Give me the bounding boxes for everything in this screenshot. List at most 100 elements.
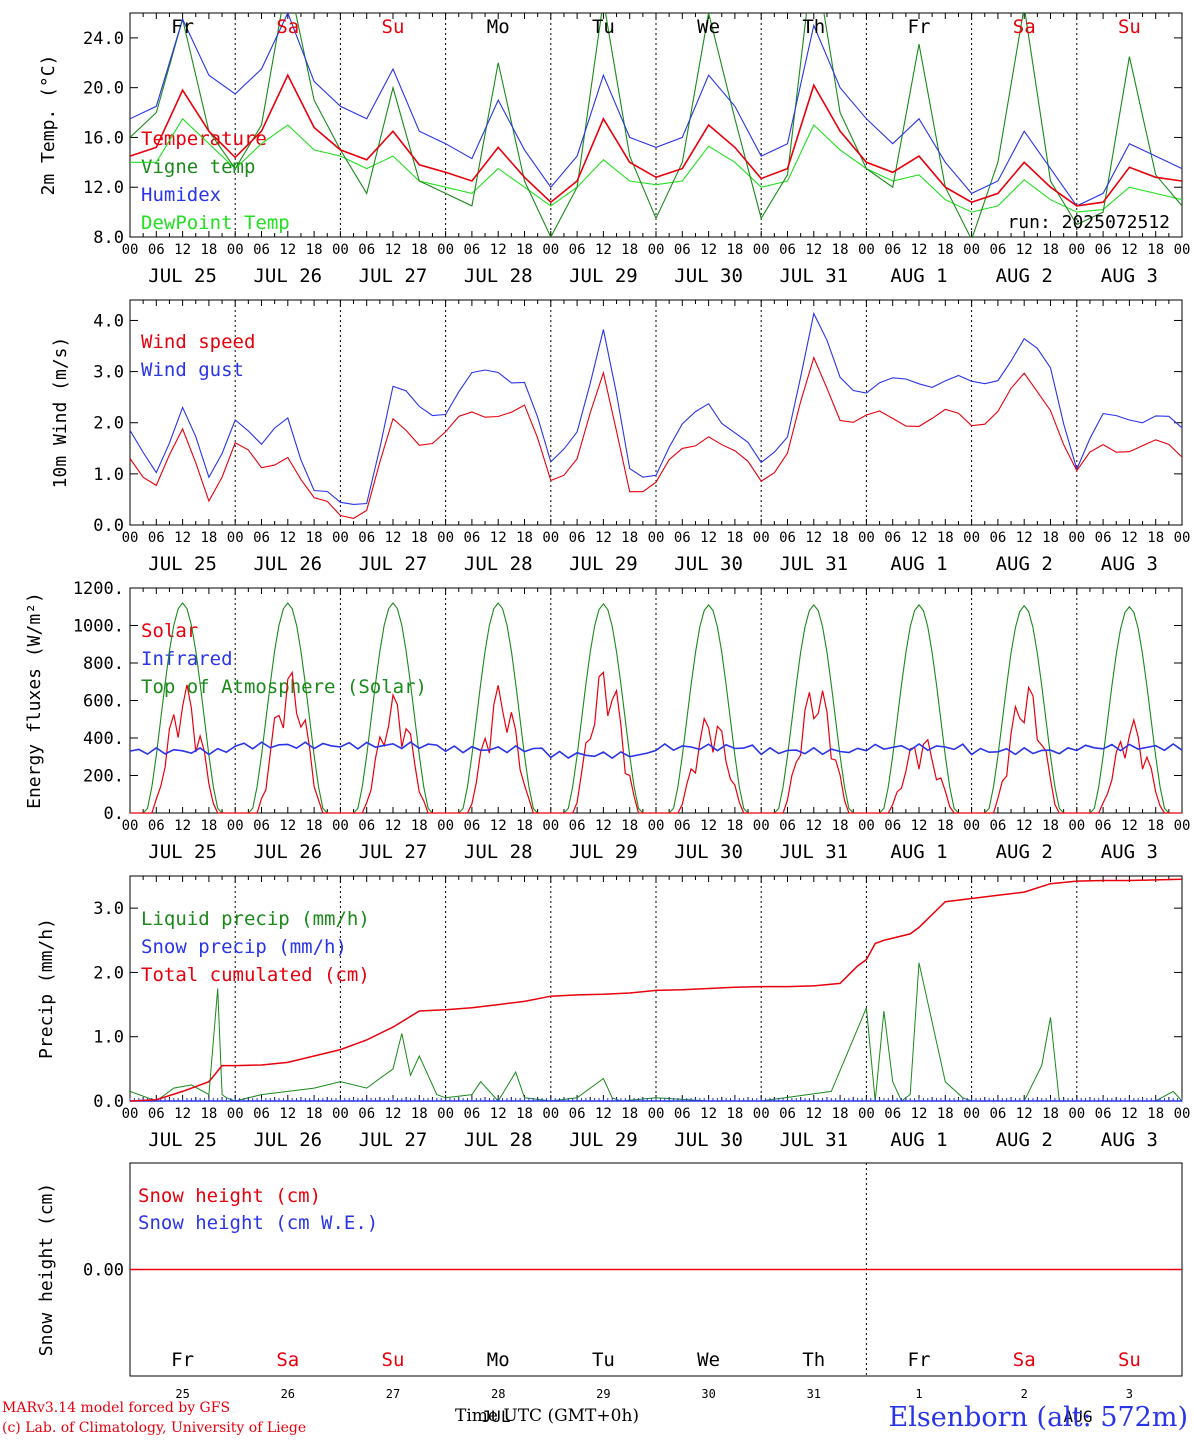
y-tick-label: 1.0	[93, 465, 124, 485]
x-hour-label: 12	[911, 1106, 928, 1122]
x-hour-label: 18	[306, 530, 323, 546]
legend-blue: Wind gust	[141, 359, 244, 381]
x-hour-label: 12	[174, 818, 191, 834]
panel-4: 0.0 1.0 2.0 3.0 Precip (mm/h) Liquid precip (…	[36, 875, 1191, 1151]
y-tick-label: 2.0	[93, 414, 124, 434]
x-hour-label: 18	[516, 242, 533, 258]
x-hour-label: 06	[358, 530, 375, 546]
legend-red: Snow height (cm)	[138, 1185, 321, 1207]
x-hour-label: 12	[700, 1106, 717, 1122]
x-date-label: AUG 2	[996, 553, 1053, 575]
x-hour-label: 18	[832, 818, 849, 834]
y-axis-label: 2m Temp. (°C)	[38, 55, 59, 196]
series-solar	[130, 670, 1182, 814]
y-tick-label: 4.0	[93, 311, 124, 331]
x-hour-label: 06	[1095, 530, 1112, 546]
x-date-label: AUG 2	[996, 265, 1053, 287]
x-date-label: JUL 26	[253, 841, 322, 863]
x-date-label: JUL 28	[464, 1129, 533, 1151]
x-hour-label: 12	[1016, 818, 1033, 834]
x-date-label: AUG 1	[890, 841, 947, 863]
x-hour-label: 18	[621, 818, 638, 834]
x-hour-label: 00	[542, 1106, 559, 1122]
x-date-label: JUL 26	[253, 265, 322, 287]
x-hour-label: 18	[516, 530, 533, 546]
x-hour-label: 12	[700, 818, 717, 834]
x-hour-label: 06	[148, 818, 165, 834]
x-hour-label: 12	[805, 530, 822, 546]
station-label: Elsenborn (alt: 572m)	[888, 1402, 1188, 1433]
x-hour-label: 18	[1042, 530, 1059, 546]
x-hour-label: 18	[411, 242, 428, 258]
y-tick-label: 1200.	[73, 579, 124, 599]
x-date-label: AUG 2	[996, 841, 1053, 863]
y-tick-label: 8.0	[93, 228, 124, 248]
x-hour-label: 00	[1174, 1106, 1191, 1122]
y-tick-label: 400.	[83, 729, 124, 749]
x-hour-label: 18	[726, 530, 743, 546]
x-hour-label: 00	[753, 818, 770, 834]
y-tick-label: 3.0	[93, 363, 124, 383]
x-hour-label: 18	[200, 818, 217, 834]
x-hour-label: 12	[805, 818, 822, 834]
day-number-label: 25	[175, 1387, 189, 1401]
series-wind-speed	[129, 355, 1183, 519]
day-number-label: 1	[915, 1387, 922, 1401]
x-hour-label: 12	[911, 242, 928, 258]
day-number-label: 31	[807, 1387, 821, 1401]
x-date-label: JUL 27	[359, 841, 428, 863]
x-hour-label: 00	[122, 1106, 139, 1122]
x-hour-label: 06	[253, 1106, 270, 1122]
x-date-label: JUL 29	[569, 553, 638, 575]
x-hour-label: 06	[463, 1106, 480, 1122]
x-hour-label: 12	[385, 530, 402, 546]
x-hour-label: 00	[227, 530, 244, 546]
x-hour-label: 18	[516, 1106, 533, 1122]
x-hour-label: 00	[858, 242, 875, 258]
day-number-label: 3	[1126, 1387, 1133, 1401]
x-hour-label: 18	[1042, 242, 1059, 258]
x-date-label: JUL 31	[779, 841, 848, 863]
x-hour-label: 12	[385, 1106, 402, 1122]
weekday-label-bottom: Mo	[487, 1349, 510, 1371]
x-hour-label: 00	[753, 1106, 770, 1122]
x-hour-label: 06	[148, 530, 165, 546]
x-hour-label: 18	[411, 530, 428, 546]
day-number-label: 29	[596, 1387, 610, 1401]
x-hour-label: 06	[989, 530, 1006, 546]
y-tick-label: 1000.	[73, 617, 124, 637]
series-dewpoint-temp	[130, 117, 1182, 213]
legend-lightgreen: DewPoint Temp	[141, 212, 290, 234]
x-hour-label: 12	[700, 242, 717, 258]
x-hour-label: 00	[963, 1106, 980, 1122]
x-date-label: AUG 1	[890, 1129, 947, 1151]
x-hour-label: 18	[832, 1106, 849, 1122]
panel-3: 0. 200. 400. 600. 800. 1000. 1200. Energy fluxe…	[24, 579, 1190, 863]
x-date-label: JUL 26	[253, 1129, 322, 1151]
x-hour-label: 00	[332, 818, 349, 834]
x-hour-label: 00	[648, 530, 665, 546]
x-hour-label: 06	[779, 818, 796, 834]
x-hour-label: 18	[1147, 530, 1164, 546]
x-hour-label: 12	[700, 530, 717, 546]
legend-blue: Humidex	[141, 184, 221, 206]
x-hour-label: 00	[858, 1106, 875, 1122]
x-hour-label: 12	[805, 242, 822, 258]
x-date-label: AUG 3	[1101, 1129, 1158, 1151]
y-tick-label: 800.	[83, 654, 124, 674]
y-tick-label: 24.0	[83, 29, 124, 49]
x-date-label: JUL 25	[148, 553, 217, 575]
y-tick-label: 0.	[104, 804, 124, 824]
y-axis-label: Energy fluxes (W/m²)	[24, 592, 45, 809]
x-hour-label: 00	[542, 530, 559, 546]
x-hour-label: 18	[937, 1106, 954, 1122]
x-hour-label: 12	[805, 1106, 822, 1122]
x-date-label: AUG 1	[890, 265, 947, 287]
x-hour-label: 18	[621, 1106, 638, 1122]
x-hour-label: 12	[1121, 530, 1138, 546]
x-hour-label: 06	[1095, 242, 1112, 258]
x-hour-label: 12	[385, 818, 402, 834]
legend-blue: Infrared	[141, 648, 233, 670]
series-humidex	[130, 13, 1182, 207]
